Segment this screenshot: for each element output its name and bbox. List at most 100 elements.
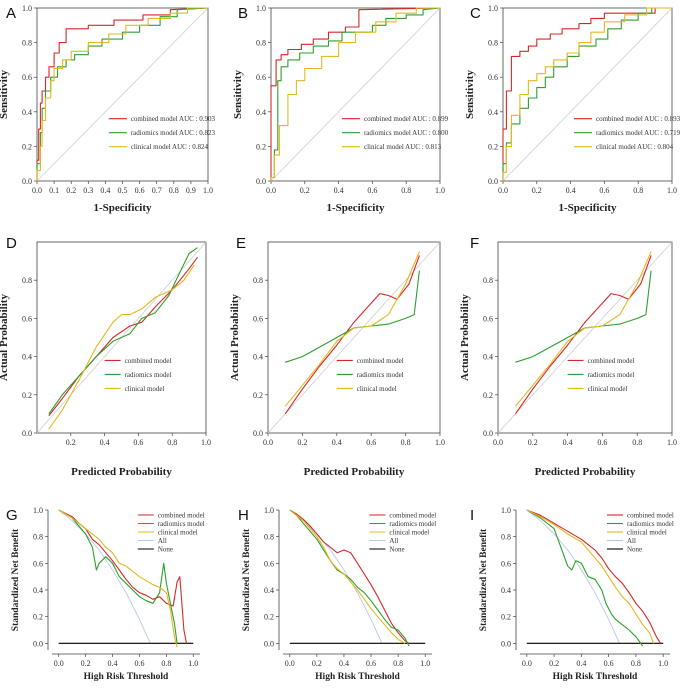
x-tick-label: 0.2 [312, 659, 322, 668]
x-tick-label: 0.4 [566, 186, 576, 195]
x-tick-label: 0.2 [81, 659, 91, 668]
x-tick-label: 0.6 [367, 186, 377, 195]
y-tick-label: 0.2 [488, 142, 498, 151]
y-tick-label: 0.0 [501, 639, 511, 648]
y-tick-label: 1.0 [501, 506, 511, 515]
x-tick-label: 0.8 [632, 438, 642, 447]
y-axis-title: Actual Probability [459, 294, 471, 381]
x-axis-title: 1-Specificity [326, 202, 385, 214]
series-line-combined [284, 255, 420, 415]
panel-letter: B [238, 5, 248, 22]
y-tick-label: 0.4 [264, 586, 274, 595]
legend-label: radiomics model [389, 520, 436, 528]
y-tick-label: 0.6 [33, 559, 43, 568]
legend-label: combined model [389, 512, 436, 520]
x-tick-label: 0.8 [631, 659, 641, 668]
legend-label: radiomics model [588, 371, 635, 379]
y-tick-label: 0.8 [501, 533, 511, 542]
legend-label: radiomics model [158, 520, 205, 528]
legend-label: radiomics model [125, 371, 172, 379]
x-tick-label: 0.0 [263, 438, 273, 447]
y-tick-label: 0.0 [483, 429, 493, 438]
legend-label: clinical model [627, 529, 667, 537]
x-tick-label: 0.7 [152, 186, 162, 195]
legend-label: radiomics model [357, 371, 404, 379]
y-tick-label: 0.2 [22, 142, 32, 151]
x-tick-label: 0.9 [186, 186, 196, 195]
series-line-clinical [526, 509, 655, 644]
legend-label: All [389, 537, 398, 545]
x-tick-label: 0.8 [633, 186, 643, 195]
x-tick-label: 0.4 [339, 659, 349, 668]
legend-label: clinical model [357, 385, 397, 393]
series-line-radiomics [526, 509, 644, 647]
legend-label: combined model AUC : 0.899 [364, 115, 449, 123]
y-axis-title: Standardized Net Benefit [11, 528, 21, 631]
ideal-calibration-line [497, 241, 673, 434]
y-tick-label: 1.0 [22, 4, 32, 13]
series-line-clinical [514, 251, 652, 407]
x-tick-label: 0.4 [108, 659, 118, 668]
y-tick-label: 0.4 [488, 108, 498, 117]
x-tick-label: 0.0 [285, 659, 295, 668]
reference-diagonal [502, 7, 673, 182]
y-tick-label: 1.0 [488, 4, 498, 13]
series-line-clinical [284, 251, 420, 407]
x-tick-label: 0.0 [266, 186, 276, 195]
panel-letter: G [6, 507, 18, 524]
y-tick-label: 0.2 [256, 142, 266, 151]
y-tick-label: 0.2 [253, 391, 263, 400]
y-axis-title: Actual Probability [0, 294, 10, 381]
y-tick-label: 0.0 [22, 429, 32, 438]
series-line-clinical [48, 264, 195, 430]
legend-label: None [627, 546, 642, 554]
x-tick-label: 0.6 [366, 438, 376, 447]
y-tick-label: 0.6 [253, 314, 263, 323]
x-tick-label: 0.6 [133, 438, 143, 447]
series-line-clinical [289, 509, 406, 644]
y-tick-label: 0.8 [22, 39, 32, 48]
plot-frame [267, 241, 441, 434]
x-tick-label: 0.2 [300, 186, 310, 195]
x-axis-title: Predicted Probability [71, 466, 172, 478]
panel-g: G 0.0 0.2 0.4 0.6 0.8 1.0 0.0 0.2 0.4 0.6 0.8 1.0 Hig… [6, 506, 205, 682]
y-tick-label: 0.6 [264, 559, 274, 568]
series-line-combined [526, 509, 661, 644]
panel-letter: C [470, 5, 481, 22]
plot-frame [36, 241, 207, 434]
panel-letter: A [6, 5, 16, 22]
x-tick-label: 0.1 [49, 186, 59, 195]
legend-label: combined model [357, 357, 404, 365]
y-tick-label: 0.8 [33, 533, 43, 542]
series-line-all [526, 509, 620, 644]
y-tick-label: 0.0 [264, 639, 274, 648]
x-tick-label: 0.6 [366, 659, 376, 668]
legend-label: None [158, 546, 173, 554]
y-tick-label: 1.0 [33, 506, 43, 515]
x-tick-label: 0.4 [576, 659, 586, 668]
y-tick-label: 0.6 [488, 73, 498, 82]
reference-diagonal [270, 7, 441, 182]
y-tick-label: 0.0 [488, 177, 498, 186]
series-line-combined [48, 256, 198, 417]
y-tick-label: 0.8 [256, 39, 266, 48]
series-line-radiomics [270, 7, 441, 181]
legend-label: radiomics model [627, 520, 674, 528]
panel-letter: H [238, 507, 249, 524]
y-axis-title: Standardized Net Benefit [479, 528, 489, 631]
y-tick-label: 0.8 [253, 276, 263, 285]
x-tick-label: 1.0 [188, 659, 198, 668]
series-line-combined [270, 7, 441, 181]
panel-h: H 0.0 0.2 0.4 0.6 0.8 1.0 0.0 0.2 0.4 0.6 0.8 1.0 Hig… [238, 506, 436, 682]
series-line-combined [289, 509, 410, 644]
panel-b: B 0.0 0.2 0.4 0.6 0.8 1.0 0.0 0.2 0.4 0.6 0.8 1.0 1-S… [232, 4, 449, 214]
x-tick-label: 0.8 [169, 186, 179, 195]
x-axis-title: 1-Specificity [558, 202, 617, 214]
panel-letter: F [470, 235, 479, 252]
legend-label: radiomics model AUC : 0.823 [131, 129, 216, 137]
x-tick-label: 0.8 [167, 438, 177, 447]
x-tick-label: 1.0 [658, 659, 668, 668]
x-tick-label: 0.6 [604, 659, 614, 668]
x-axis-title: Predicted Probability [304, 466, 405, 478]
